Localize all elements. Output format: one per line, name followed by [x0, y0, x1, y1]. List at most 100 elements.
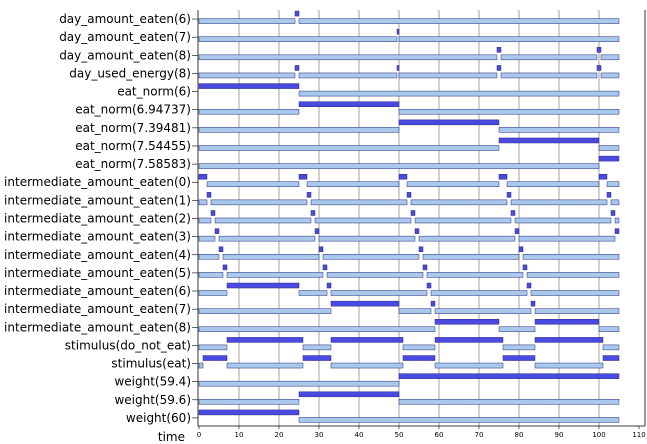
false-bar — [406, 181, 500, 187]
true-bar — [534, 337, 604, 343]
true-bar — [298, 173, 308, 180]
true-bar — [406, 192, 412, 198]
timeline-row: intermediate_amount_eaten(7) — [4, 300, 620, 316]
false-bar — [430, 290, 528, 296]
true-bar — [510, 210, 516, 216]
false-bar — [198, 199, 208, 206]
true-bar — [206, 192, 212, 198]
timeline-row: day_amount_eaten(6) — [59, 10, 620, 26]
timeline-rows: day_amount_eaten(6) day_amount_eaten(7)da… — [4, 10, 620, 425]
true-bar — [426, 282, 432, 289]
false-bar — [198, 326, 436, 333]
true-bar — [210, 210, 216, 216]
timeline-row: eat_norm(6.94737) — [75, 101, 620, 117]
false-bar — [322, 254, 420, 260]
timeline-row: intermediate_amount_eaten(0) — [4, 173, 620, 189]
x-tick-label: 110 — [632, 431, 645, 439]
false-bar — [198, 272, 224, 278]
true-bar — [226, 337, 304, 343]
true-bar — [298, 101, 400, 107]
true-bar — [402, 355, 436, 361]
timeline-row: eat_norm(7.58583) — [75, 155, 620, 171]
timeline-row: intermediate_amount_eaten(4) — [4, 246, 620, 262]
row-label: stimulus(do_not_eat) — [65, 338, 191, 352]
row-label: intermediate_amount_eaten(5) — [4, 266, 191, 280]
false-bar — [214, 217, 312, 224]
timeline-row: intermediate_amount_eaten(1) — [4, 192, 620, 207]
timeline-row: intermediate_amount_eaten(3) — [4, 228, 620, 244]
false-bar — [602, 344, 620, 351]
true-bar — [326, 282, 332, 289]
x-tick-label: 50 — [395, 431, 404, 439]
true-bar — [198, 409, 300, 416]
x-tick-label: 30 — [315, 431, 324, 439]
timeline-row: day_amount_eaten(7) — [59, 28, 620, 44]
x-tick-label: 70 — [475, 431, 484, 439]
true-bar — [418, 246, 424, 253]
false-bar — [198, 54, 498, 61]
true-bar — [530, 300, 536, 307]
timeline-row: intermediate_amount_eaten(2) — [4, 210, 620, 225]
false-bar — [500, 54, 598, 61]
false-bar — [534, 362, 604, 369]
true-bar — [294, 65, 300, 71]
false-bar — [502, 344, 536, 351]
row-label: stimulus(eat) — [111, 357, 191, 371]
false-bar — [498, 326, 536, 333]
true-bar — [318, 246, 324, 253]
timeline-row: eat_norm(7.39481) — [75, 119, 620, 135]
false-bar — [498, 127, 620, 133]
false-bar — [418, 235, 516, 242]
true-bar — [330, 337, 404, 343]
false-bar — [198, 36, 398, 42]
row-label: intermediate_amount_eaten(6) — [4, 284, 191, 298]
true-bar — [226, 282, 300, 289]
false-bar — [314, 217, 412, 224]
true-bar — [496, 47, 502, 53]
true-bar — [610, 210, 616, 216]
true-bar — [302, 355, 332, 361]
false-bar — [298, 18, 620, 24]
true-bar — [518, 246, 524, 253]
false-bar — [210, 199, 308, 206]
x-tick-label: 100 — [592, 431, 605, 439]
true-bar — [310, 210, 316, 216]
true-bar — [202, 355, 228, 361]
true-bar — [498, 137, 600, 144]
false-bar — [298, 72, 398, 79]
x-tick-label: 40 — [355, 431, 364, 439]
true-bar — [596, 65, 602, 71]
true-bar — [330, 300, 400, 307]
false-bar — [198, 235, 216, 242]
false-bar — [402, 344, 436, 351]
false-bar — [410, 199, 508, 206]
false-bar — [610, 199, 620, 206]
timeline-row: weight(60) — [126, 409, 620, 425]
false-bar — [198, 380, 400, 387]
false-bar — [398, 399, 620, 405]
true-bar — [506, 192, 512, 198]
false-bar — [514, 217, 612, 224]
false-bar — [434, 362, 504, 369]
row-label: weight(60) — [126, 411, 191, 425]
true-bar — [614, 228, 620, 234]
false-bar — [318, 235, 416, 242]
false-bar — [530, 290, 620, 296]
false-bar — [606, 181, 620, 187]
false-bar — [198, 127, 400, 133]
true-bar — [396, 65, 400, 71]
false-bar — [614, 217, 620, 224]
row-label: intermediate_amount_eaten(8) — [4, 320, 191, 334]
true-bar — [502, 355, 536, 361]
true-bar — [598, 173, 608, 180]
false-bar — [422, 254, 520, 260]
timeline-row: weight(59.6) — [114, 391, 620, 407]
row-label: intermediate_amount_eaten(3) — [4, 230, 191, 244]
false-bar — [298, 90, 620, 97]
false-bar — [600, 72, 620, 79]
true-bar — [498, 173, 508, 180]
false-bar — [310, 199, 408, 206]
true-bar — [214, 228, 220, 234]
timeline-row: stimulus(do_not_eat) — [65, 337, 620, 352]
row-label: intermediate_amount_eaten(2) — [4, 211, 191, 225]
